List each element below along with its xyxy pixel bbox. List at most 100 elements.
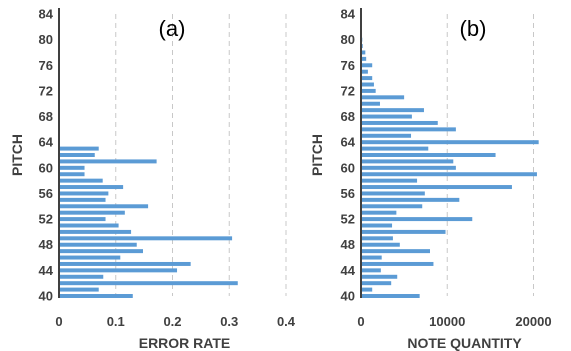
- y-tick-label-a-84: 84: [39, 7, 54, 22]
- bar-a-pitch-61: [59, 159, 157, 164]
- bar-a-pitch-54: [59, 204, 149, 209]
- y-tick-label-a-44: 44: [39, 263, 54, 278]
- y-tick-label-a-60: 60: [39, 160, 53, 175]
- x-tick-label-a-0: 0: [55, 314, 62, 329]
- y-tick-label-a-52: 52: [39, 212, 53, 227]
- bar-a-pitch-46: [59, 255, 121, 260]
- x-tick-label-b-20000: 20000: [515, 314, 551, 329]
- y-tick-label-b-44: 44: [341, 263, 356, 278]
- bar-a-pitch-55: [59, 197, 106, 202]
- y-tick-label-b-60: 60: [341, 160, 355, 175]
- panel-label-b: (b): [460, 16, 487, 41]
- x-tick-label-a-0.2: 0.2: [163, 314, 181, 329]
- x-tick-label-b-0: 0: [357, 314, 364, 329]
- y-tick-label-b-72: 72: [341, 83, 355, 98]
- bar-a-pitch-40: [59, 294, 133, 298]
- x-tick-label-a-0.4: 0.4: [277, 314, 296, 329]
- y-tick-label-b-76: 76: [341, 58, 355, 73]
- bar-b-pitch-59: [361, 172, 537, 177]
- bar-b-pitch-68: [361, 114, 412, 119]
- y-tick-label-b-48: 48: [341, 237, 355, 252]
- bar-b-pitch-78: [361, 50, 366, 55]
- bar-b-pitch-66: [361, 127, 456, 132]
- bar-a-pitch-62: [59, 153, 95, 157]
- bar-b-pitch-60: [361, 165, 456, 170]
- bar-a-pitch-57: [59, 185, 124, 190]
- bar-a-pitch-43: [59, 274, 104, 279]
- bar-a-pitch-59: [59, 172, 85, 177]
- y-axis-label-b: PITCH: [309, 134, 325, 176]
- bar-b-pitch-42: [361, 281, 392, 286]
- bar-a-pitch-42: [59, 281, 238, 286]
- bar-b-pitch-40: [361, 294, 420, 298]
- bar-b-pitch-55: [361, 197, 460, 202]
- x-axis-label-b: NOTE QUANTITY: [407, 335, 522, 351]
- bar-b-pitch-54: [361, 204, 423, 209]
- x-tick-label-a-0.1: 0.1: [107, 314, 125, 329]
- y-tick-label-a-56: 56: [39, 186, 53, 201]
- bar-b-pitch-47: [361, 249, 430, 254]
- bar-a-pitch-41: [59, 287, 99, 292]
- chart-panel-a: 40 44 48 52 56 60 64 68 72 76 80 84 0 0.1 0.2 0.3 0.4 ERR…: [9, 7, 296, 351]
- y-tick-label-b-68: 68: [341, 109, 355, 124]
- y-tick-label-b-56: 56: [341, 186, 355, 201]
- chart-panel-b: 40 44 48 52 56 60 64 68 72 76 80 84 0 10000 20000 NOTE …: [309, 7, 552, 351]
- bar-b-pitch-46: [361, 255, 382, 260]
- bar-b-pitch-75: [361, 69, 368, 74]
- bar-b-pitch-45: [361, 261, 434, 266]
- y-axis-label-a: PITCH: [9, 134, 25, 176]
- bar-b-pitch-43: [361, 274, 398, 279]
- y-tick-label-a-76: 76: [39, 58, 53, 73]
- bar-a-pitch-52: [59, 217, 106, 222]
- bar-a-pitch-60: [59, 165, 85, 170]
- y-tick-label-b-40: 40: [341, 289, 355, 304]
- bar-b-pitch-50: [361, 229, 446, 234]
- bar-b-pitch-76: [361, 63, 373, 68]
- y-tick-label-a-80: 80: [39, 32, 53, 47]
- bar-b-pitch-63: [361, 146, 429, 151]
- bar-a-pitch-58: [59, 178, 103, 183]
- bar-b-pitch-53: [361, 210, 397, 215]
- bar-a-pitch-47: [59, 249, 143, 254]
- y-tick-label-a-48: 48: [39, 237, 53, 252]
- bar-b-pitch-70: [361, 101, 380, 106]
- bar-b-pitch-52: [361, 217, 473, 222]
- bar-a-pitch-48: [59, 242, 137, 247]
- bar-b-pitch-69: [361, 108, 424, 113]
- y-tick-label-a-64: 64: [39, 135, 54, 150]
- bar-b-pitch-71: [361, 95, 405, 100]
- bar-a-pitch-51: [59, 223, 119, 228]
- x-tick-label-b-10000: 10000: [429, 314, 465, 329]
- bar-b-pitch-74: [361, 76, 373, 81]
- y-tick-label-b-52: 52: [341, 212, 355, 227]
- bar-b-pitch-77: [361, 56, 367, 61]
- bar-b-pitch-57: [361, 185, 512, 190]
- y-tick-label-b-84: 84: [341, 7, 356, 22]
- bar-a-pitch-44: [59, 268, 178, 273]
- bar-a-pitch-53: [59, 210, 125, 215]
- y-tick-label-b-64: 64: [341, 135, 356, 150]
- x-axis-label-a: ERROR RATE: [139, 335, 231, 351]
- y-tick-label-b-80: 80: [341, 32, 355, 47]
- bar-b-pitch-73: [361, 82, 374, 87]
- bar-b-pitch-65: [361, 133, 412, 138]
- bar-b-pitch-56: [361, 191, 425, 196]
- bar-b-pitch-62: [361, 153, 496, 157]
- bar-b-pitch-48: [361, 242, 400, 247]
- bar-b-pitch-44: [361, 268, 381, 273]
- bar-b-pitch-72: [361, 88, 376, 93]
- bar-a-pitch-45: [59, 261, 191, 266]
- bar-b-pitch-41: [361, 287, 373, 292]
- bar-a-pitch-56: [59, 191, 109, 196]
- bar-b-pitch-49: [361, 236, 393, 241]
- bar-a-pitch-50: [59, 229, 132, 234]
- x-tick-label-a-0.3: 0.3: [220, 314, 238, 329]
- bar-b-pitch-67: [361, 120, 438, 125]
- bar-b-pitch-64: [361, 140, 539, 145]
- panel-label-a: (a): [159, 16, 186, 41]
- bar-a-pitch-49: [59, 236, 233, 241]
- y-tick-label-a-72: 72: [39, 83, 53, 98]
- y-tick-label-a-40: 40: [39, 289, 53, 304]
- y-tick-label-a-68: 68: [39, 109, 53, 124]
